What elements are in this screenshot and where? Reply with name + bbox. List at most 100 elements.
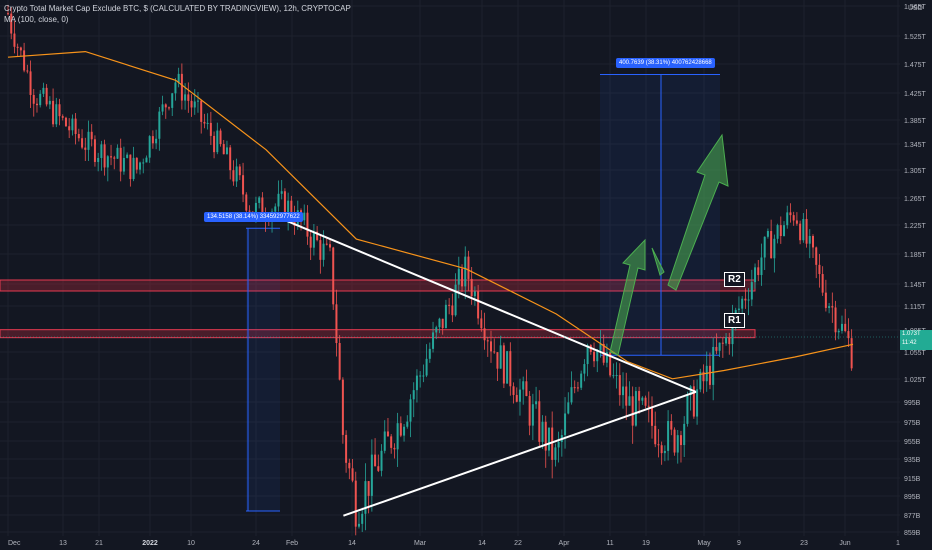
candle-body (357, 523, 360, 527)
candle-body (419, 375, 422, 377)
x-tick: 10 (187, 540, 195, 547)
x-tick: 11 (606, 540, 613, 547)
candle-body (39, 93, 42, 106)
candle-body (139, 162, 142, 170)
indicator-label[interactable]: MA (100, close, 0) (4, 15, 69, 24)
candle-body (641, 397, 644, 401)
candle-body (448, 304, 451, 306)
candle-body (625, 386, 628, 406)
candle-body (190, 100, 193, 108)
y-tick: 1.565T (904, 4, 927, 11)
candle-body (776, 225, 779, 239)
candle-body (303, 212, 306, 221)
candle-body (23, 50, 26, 71)
candle-body (725, 337, 728, 344)
candle-body (345, 434, 348, 463)
candle-body (512, 386, 515, 395)
candle-body (554, 447, 557, 460)
candle-body (319, 240, 322, 260)
y-tick: 935B (904, 457, 921, 464)
candle-body (467, 256, 470, 279)
x-tick: 2022 (142, 540, 158, 547)
candle-body (103, 144, 106, 168)
candle-body (486, 340, 489, 342)
candle-body (808, 236, 811, 244)
candle-body (789, 212, 792, 216)
candle-body (97, 158, 100, 162)
candle-body (174, 82, 177, 94)
candle-body (280, 191, 283, 194)
candle-body (750, 282, 753, 300)
candle-body (58, 104, 61, 117)
triangle-pattern (284, 219, 697, 517)
candle-body (126, 154, 129, 158)
candle-body (232, 170, 235, 182)
candle-body (435, 327, 438, 333)
candle-body (171, 93, 174, 108)
y-tick: 915B (904, 476, 921, 483)
candle-body (844, 323, 847, 332)
candle-body (770, 231, 773, 259)
projection-arrow-2 (651, 247, 665, 276)
candle-body (216, 130, 219, 153)
candle-body (676, 435, 679, 453)
candle-body (754, 267, 757, 283)
triangle-lower (343, 390, 697, 517)
x-tick: 13 (59, 540, 67, 547)
candle-body (415, 375, 418, 391)
candles (7, 4, 853, 536)
candle-body (386, 431, 389, 437)
candle-body (834, 307, 837, 333)
candle-body (341, 379, 344, 435)
candle-body (52, 100, 55, 125)
candle-body (432, 332, 435, 349)
candle-body (483, 328, 486, 341)
candle-body (316, 231, 319, 241)
y-tick: 975B (904, 420, 921, 427)
candle-body (110, 156, 113, 158)
x-tick: 23 (800, 540, 808, 547)
candle-body (444, 304, 447, 329)
candle-body (644, 397, 647, 406)
candle-body (332, 247, 335, 305)
candle-body (338, 343, 341, 380)
candle-body (10, 13, 13, 34)
candle-body (29, 71, 32, 95)
candle-body (779, 225, 782, 237)
candle-body (219, 130, 222, 145)
candle-body (670, 421, 673, 430)
candle-body (184, 94, 187, 101)
candle-body (32, 94, 35, 104)
candle-body (461, 268, 464, 287)
candle-body (142, 162, 145, 164)
x-tick: May (697, 540, 711, 547)
candle-body (148, 136, 151, 158)
candle-body (847, 331, 850, 339)
candle-body (699, 371, 702, 390)
candle-body (737, 308, 740, 310)
y-tick: 895B (904, 494, 921, 501)
candle-body (763, 236, 766, 258)
x-tick: 14 (348, 540, 356, 547)
candle-body (721, 342, 724, 344)
candle-body (361, 513, 364, 524)
candle-body (805, 218, 808, 244)
candle-body (757, 267, 760, 276)
candle-body (506, 351, 509, 384)
r2-label: R2 (724, 272, 745, 287)
y-tick: 1.145T (904, 282, 927, 289)
candle-body (177, 73, 180, 83)
candle-body (335, 304, 338, 344)
candle-body (686, 394, 689, 424)
candle-body (55, 104, 58, 125)
candle-body (551, 427, 554, 460)
candle-body (477, 291, 480, 319)
candle-body (68, 126, 71, 131)
candle-body (145, 157, 148, 163)
y-tick: 1.115T (904, 304, 926, 311)
candle-body (731, 317, 734, 345)
candle-body (812, 236, 814, 248)
y-tick: 877B (904, 513, 921, 520)
candle-body (564, 413, 567, 436)
